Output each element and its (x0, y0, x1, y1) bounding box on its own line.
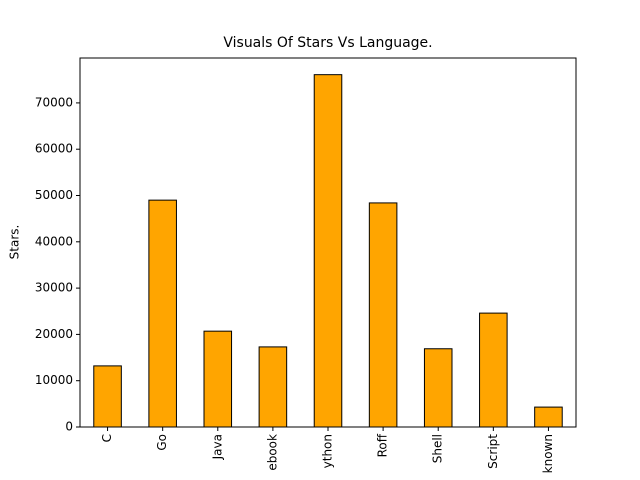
bar (203, 330, 233, 428)
bar (258, 346, 288, 428)
y-tick-label: 0 (65, 420, 73, 434)
plot-frame (79, 57, 577, 428)
y-tick-label: 30000 (35, 281, 73, 295)
bar (479, 312, 508, 428)
x-tick-label: ebook (265, 434, 279, 471)
x-tick-label: Java (210, 434, 224, 460)
y-axis-label: Stars. (8, 225, 22, 260)
x-tick-label: Shell (431, 434, 445, 463)
y-tick-label: 20000 (35, 327, 73, 341)
bar (534, 406, 563, 428)
x-tick-label: known (541, 434, 555, 473)
bar (423, 348, 453, 428)
x-tick-label: Script (486, 434, 500, 469)
bar (148, 199, 177, 428)
y-tick-label: 60000 (35, 142, 73, 156)
bar (93, 365, 122, 428)
bar (368, 202, 398, 428)
y-tick-label: 10000 (35, 373, 73, 387)
bar (313, 74, 343, 428)
y-tick-label: 70000 (35, 95, 73, 109)
x-tick-label: ython (321, 434, 335, 468)
y-tick-label: 50000 (35, 188, 73, 202)
x-tick-label: Roff (376, 433, 390, 457)
x-tick-label: Go (155, 434, 169, 451)
y-tick-label: 40000 (35, 234, 73, 248)
chart-title: Visuals Of Stars Vs Language. (223, 35, 432, 51)
x-tick-label: C (100, 434, 114, 442)
